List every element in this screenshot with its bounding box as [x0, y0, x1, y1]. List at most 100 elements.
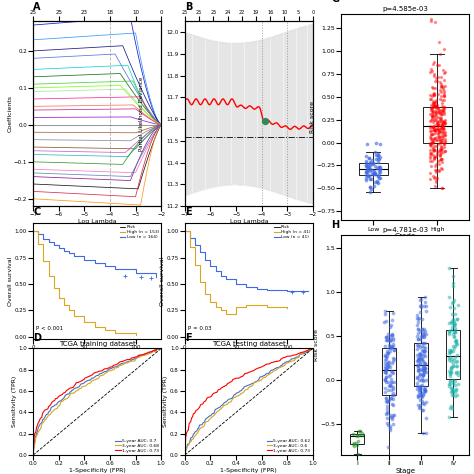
Point — [445, 356, 453, 364]
Point — [440, 92, 447, 100]
Point — [452, 385, 460, 392]
Point — [454, 358, 461, 365]
Point — [434, 122, 442, 130]
Point — [413, 321, 420, 329]
Point — [390, 411, 398, 419]
Point — [388, 331, 395, 338]
Point — [383, 397, 391, 405]
Point — [441, 128, 448, 136]
Point — [414, 392, 422, 400]
Point — [434, 113, 441, 121]
Point — [428, 115, 436, 123]
Point — [431, 146, 439, 154]
Point — [447, 346, 455, 354]
Point — [430, 91, 438, 99]
Point — [435, 140, 442, 148]
Point — [433, 103, 441, 111]
Point — [428, 131, 435, 139]
Text: E: E — [185, 207, 191, 217]
Point — [445, 327, 453, 335]
Point — [421, 293, 429, 301]
Point — [449, 298, 456, 306]
Point — [370, 169, 377, 177]
Point — [419, 399, 426, 407]
Point — [419, 339, 427, 347]
Point — [369, 159, 377, 167]
Point — [417, 392, 425, 400]
Point — [386, 342, 393, 350]
Point — [390, 346, 398, 354]
Point — [353, 439, 360, 447]
Point — [388, 378, 395, 385]
Point — [419, 377, 427, 385]
X-axis label: Stage: Stage — [395, 468, 415, 474]
Point — [383, 364, 391, 371]
Point — [383, 366, 390, 374]
Point — [453, 315, 461, 323]
Point — [376, 165, 383, 173]
Point — [374, 179, 382, 186]
Point — [431, 127, 439, 134]
Point — [448, 386, 456, 393]
Point — [431, 173, 438, 181]
Point — [375, 164, 383, 172]
Point — [375, 167, 383, 175]
Point — [439, 128, 447, 136]
Point — [436, 146, 444, 153]
Point — [420, 325, 428, 333]
Point — [453, 362, 460, 370]
Point — [417, 351, 424, 358]
Point — [448, 391, 456, 399]
Point — [432, 109, 440, 117]
Point — [438, 102, 446, 109]
Point — [431, 126, 438, 133]
Point — [438, 107, 446, 115]
Point — [440, 118, 448, 126]
Point — [454, 392, 461, 399]
Point — [436, 79, 443, 86]
Point — [376, 153, 384, 161]
Point — [383, 408, 391, 416]
Point — [440, 117, 448, 125]
Point — [389, 385, 397, 393]
Point — [440, 119, 447, 127]
Point — [416, 351, 424, 359]
Point — [437, 155, 445, 163]
Point — [438, 155, 445, 163]
Point — [426, 152, 434, 159]
Point — [421, 339, 429, 347]
Point — [416, 385, 424, 393]
Point — [448, 299, 456, 307]
PathPatch shape — [446, 330, 460, 379]
Point — [374, 155, 382, 162]
Point — [389, 389, 397, 396]
Legend: Risk, High (n = 41), Low (n = 41): Risk, High (n = 41), Low (n = 41) — [274, 225, 310, 239]
Point — [429, 99, 437, 107]
Point — [430, 146, 438, 154]
Point — [370, 159, 377, 166]
Point — [363, 140, 371, 147]
Point — [435, 39, 443, 46]
Point — [362, 157, 370, 164]
Point — [447, 326, 455, 334]
Point — [374, 153, 382, 160]
Point — [449, 282, 456, 290]
Point — [428, 143, 435, 150]
Point — [364, 172, 372, 179]
Point — [390, 355, 398, 362]
Point — [427, 116, 435, 124]
Point — [441, 131, 448, 138]
Title: TCGA training dataset: TCGA training dataset — [59, 341, 136, 346]
Point — [439, 124, 447, 132]
Point — [386, 381, 393, 388]
Point — [449, 362, 456, 369]
Point — [419, 347, 427, 355]
Point — [439, 131, 447, 138]
Point — [449, 359, 456, 366]
Point — [428, 108, 436, 116]
Point — [419, 356, 426, 364]
X-axis label: Grade: Grade — [395, 233, 416, 239]
Point — [383, 419, 391, 427]
Point — [445, 328, 453, 336]
Point — [438, 155, 446, 163]
